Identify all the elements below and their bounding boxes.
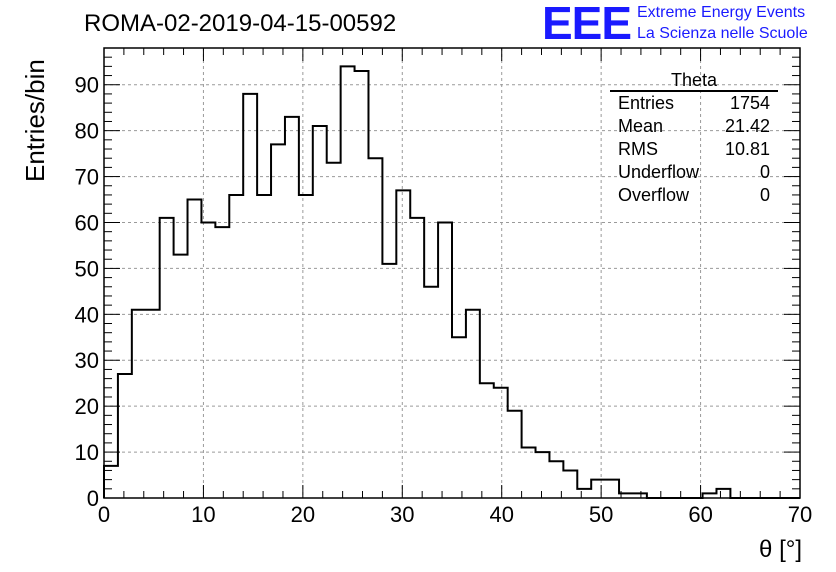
histogram-bin [563,470,577,498]
x-tick-label: 50 [589,502,613,527]
histogram-bin [271,144,285,498]
histogram-bin [188,200,202,498]
stats-label: Mean [618,116,664,136]
y-tick-label: 90 [75,73,99,98]
logo-text-line-2: La Scienza nelle Scuole [637,25,808,42]
stats-value: 1754 [729,93,770,113]
stats-row-mean: Mean 21.42 [610,115,778,138]
y-tick-label: 30 [75,348,99,373]
histogram-bin [410,218,424,498]
histogram-bin [229,195,243,498]
histogram-bin [201,222,215,498]
histogram-bin [438,222,452,498]
x-tick-label: 20 [291,502,315,527]
plot-frame [103,47,801,499]
y-tick-label: 80 [75,119,99,144]
stats-label: Underflow [618,162,700,182]
y-tick-labels: 0 10 20 30 40 50 60 70 80 90 [75,73,99,511]
histogram-bin [716,489,730,498]
histogram-bin [536,452,550,498]
histogram-bin [146,310,160,498]
stats-row-entries: Entries 1754 [610,92,778,115]
histogram-bars [103,65,800,499]
stats-label: Entries [618,93,675,113]
histogram-bin [299,195,313,498]
x-tick-label: 30 [390,502,414,527]
histogram-bin [522,447,536,498]
x-tick-labels: 0 10 20 30 40 50 60 70 [98,502,812,527]
histogram-bin [424,287,438,498]
x-tick-label: 60 [688,502,712,527]
logo-text-line-1: Extreme Energy Events [637,4,806,21]
histogram-bin [215,227,229,498]
stats-value: 10.81 [724,139,770,159]
stats-value: 0 [759,185,770,205]
histogram-bin [591,480,605,498]
x-axis-label: θ [°] [759,536,802,563]
axes-box [103,47,801,499]
y-tick-label: 70 [75,165,99,190]
histogram-bin [243,94,257,498]
y-axis-label: Entries/bin [20,59,50,182]
y-tick-label: 10 [75,440,99,465]
stats-row-underflow: Underflow 0 [610,161,778,184]
stats-box: Theta Entries 1754 Mean 21.42 RMS 10.81 … [610,70,778,207]
histogram-bin [466,310,480,498]
y-tick-label: 60 [75,210,99,235]
y-tick-label: 50 [75,256,99,281]
stats-title: Theta [610,70,778,92]
histogram-bin [313,126,327,498]
stats-value: 21.42 [724,116,770,136]
eee-logo: EEE [542,0,632,49]
stats-label: RMS [618,139,658,159]
histogram-bin [368,158,382,498]
histogram-bin [382,264,396,498]
histogram-bin [341,66,355,498]
histogram-bin [605,480,619,498]
x-tick-label: 70 [788,502,812,527]
histogram-bin [132,310,146,498]
histogram-bin [327,163,341,498]
histogram-outline [103,65,800,499]
histogram-bin [355,71,369,498]
chart-title: ROMA-02-2019-04-15-00592 [84,10,397,37]
histogram-bin [160,218,174,498]
stats-value: 0 [759,162,770,182]
histogram-bin [480,383,494,498]
x-tick-label: 10 [191,502,215,527]
stats-row-rms: RMS 10.81 [610,138,778,161]
histogram-bin [174,255,188,498]
histogram-bin [452,337,466,498]
histogram-bin [577,489,591,498]
y-tick-label: 40 [75,302,99,327]
y-tick-label: 0 [87,486,99,511]
stats-row-overflow: Overflow 0 [610,184,778,207]
x-tick-label: 40 [489,502,513,527]
y-tick-label: 20 [75,394,99,419]
histogram-bin [494,388,508,498]
histogram-bin [285,117,299,498]
histogram-bin [508,411,522,498]
x-tick-label: 0 [98,502,110,527]
axis-ticks [103,47,801,499]
histogram-bin [396,190,410,498]
histogram-bin [118,374,132,498]
stats-label: Overflow [618,185,690,205]
histogram-bin [257,195,271,498]
